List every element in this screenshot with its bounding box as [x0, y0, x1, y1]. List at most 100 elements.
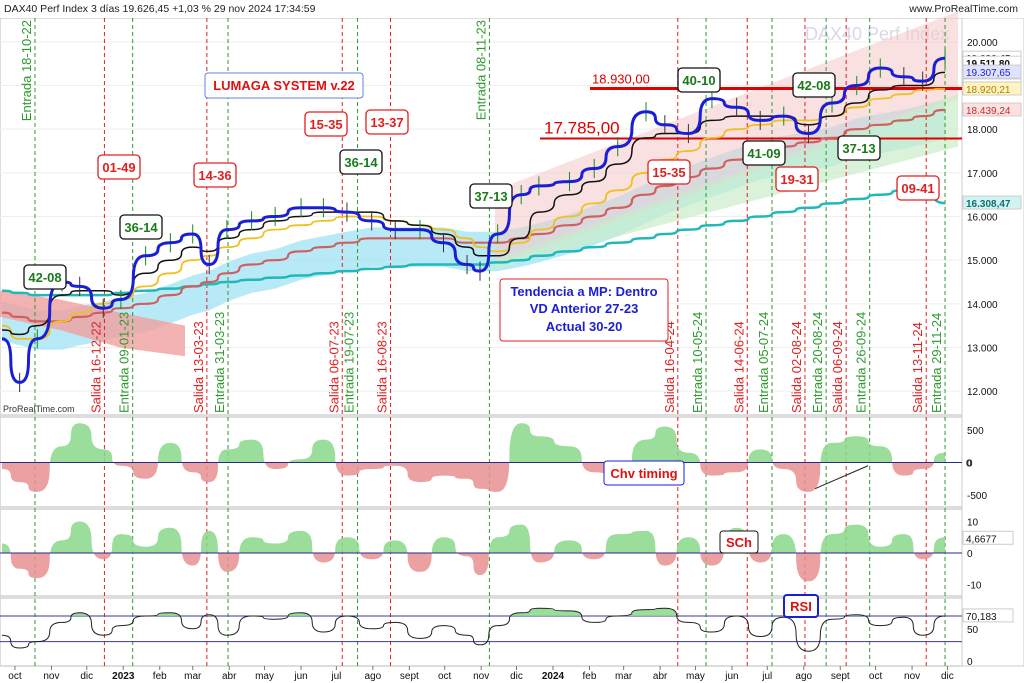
value-badge	[962, 102, 1022, 117]
x-tick-label: jul	[330, 671, 341, 682]
x-tick-label: feb	[583, 671, 597, 682]
score-box-label: 42-08	[28, 270, 61, 285]
score-box-label: 09-41	[901, 181, 934, 196]
x-tick-label: oct	[8, 671, 22, 682]
resistance-lines: 18.930,00 17.785,00	[540, 72, 962, 140]
value-badge-label: 19.307,65	[966, 68, 1011, 79]
trend-line-3: Actual 30-20	[546, 319, 623, 334]
score-box-label: 15-35	[652, 165, 685, 180]
score-box-label: 36-14	[344, 155, 378, 170]
score-box-entrada	[119, 214, 163, 240]
sch-positive	[2, 521, 946, 553]
score-box-label: 13-37	[370, 115, 403, 130]
price-tick-label: 20.000	[967, 38, 998, 49]
price-tick-label: 18.000	[967, 125, 998, 136]
score-box-salida	[365, 109, 409, 135]
signal-label: Salida 13-03-23	[191, 321, 206, 413]
signal-lines: Entrada 18-10-22 Salida 16-12-22 Entrada 0…	[19, 18, 946, 666]
score-box-label: 37-13	[842, 141, 875, 156]
osc-value-badge	[962, 530, 1014, 545]
x-tick-label: dic	[941, 671, 954, 682]
price-tick-label: 12.000	[967, 387, 998, 398]
system-title-box: LUMAGA SYSTEM v.22	[204, 72, 364, 99]
score-box-label: 36-14	[124, 220, 158, 235]
rsi-tick-label: 50	[967, 625, 979, 636]
value-badge	[962, 64, 1022, 79]
score-box-label: 15-35	[309, 117, 342, 132]
x-tick-label: oct	[869, 671, 883, 682]
signal-label: Salida 16-04-24	[662, 321, 677, 413]
resistance-label: 17.785,00	[544, 119, 620, 138]
signal-label: Salida 16-08-23	[375, 321, 390, 413]
sch-title: SCh	[726, 535, 752, 550]
x-tick-label: ago	[795, 671, 812, 682]
price-series	[1, 48, 946, 393]
price-tick-label: 16.000	[967, 213, 998, 224]
axes: 20.00019.00018.00017.00016.00015.00014.0…	[8, 38, 1022, 682]
x-tick-label: may	[255, 671, 274, 682]
score-box-label: 41-09	[747, 146, 780, 161]
score-box-entrada	[792, 72, 836, 98]
signal-label: Entrada 31-03-23	[212, 312, 227, 413]
header-bar	[0, 0, 1024, 18]
value-badge-label: 18.439,24	[966, 106, 1011, 117]
signal-label: Salida 02-08-24	[789, 321, 804, 413]
x-tick-label: nov	[904, 671, 920, 682]
signal-label: Salida 16-12-22	[88, 321, 103, 413]
chv-tick-label: 0	[967, 459, 973, 470]
osc-value-label: 0	[966, 459, 972, 470]
value-badge-label: 18.920,21	[966, 85, 1011, 96]
score-box-entrada	[742, 140, 786, 166]
sch-tick-label: 0	[967, 549, 973, 560]
chv-tick-label: 500	[967, 426, 984, 437]
x-tick-label: abr	[653, 671, 668, 682]
x-tick-label: dic	[80, 671, 93, 682]
signal-label: Salida 06-09-24	[830, 321, 845, 413]
score-box-salida	[97, 154, 141, 180]
x-tick-label: 2024	[542, 671, 565, 682]
score-box-label: 01-49	[102, 160, 135, 175]
sch-negative	[2, 553, 946, 582]
signal-label: Entrada 19-07-23	[342, 312, 357, 413]
score-box-entrada	[677, 67, 721, 93]
osc-value-label: 70,183	[966, 612, 997, 623]
chv-title: Chv timing	[610, 466, 677, 481]
signal-label: Entrada 29-11-24	[929, 313, 944, 413]
score-box-label: 40-10	[682, 73, 715, 88]
instrument-header: DAX40 Perf Index 3 días 19.626,45 +1,03 …	[4, 3, 316, 15]
chv-positive	[2, 423, 946, 463]
score-box-entrada	[339, 149, 383, 175]
sch-tick-label: 10	[967, 517, 979, 528]
price-line	[1, 56, 946, 384]
x-tick-label: jun	[293, 671, 307, 682]
value-badge-label: 16.308,47	[966, 199, 1011, 210]
score-boxes: 42-08 01-49 36-14 14-36 15-35 13-37 36-14 37-13…	[23, 67, 940, 290]
resistance-label: 18.930,00	[592, 72, 650, 87]
signal-label: Salida 14-06-24	[731, 321, 746, 413]
x-tick-label: ago	[365, 671, 382, 682]
trend-line-1: Tendencia a MP: Dentro	[510, 284, 657, 299]
score-box-label: 42-08	[797, 78, 830, 93]
score-box-entrada	[23, 264, 67, 290]
value-badge	[962, 195, 1022, 210]
price-tick-label: 13.000	[967, 344, 998, 355]
sch-tick-label: -10	[967, 581, 982, 592]
rsi-title-box: RSI	[783, 594, 819, 618]
score-box-entrada	[469, 183, 513, 209]
rsi-tick-label: 0	[967, 657, 973, 668]
x-tick-label: sept	[831, 671, 850, 682]
signal-label: Entrada 09-01-23	[117, 312, 132, 413]
trend-box: Tendencia a MP: Dentro VD Anterior 27-23…	[499, 278, 669, 342]
value-badge	[962, 81, 1022, 96]
source-label: www.ProRealTime.com	[908, 3, 1018, 15]
signal-label: Entrada 20-08-24	[810, 312, 825, 413]
signal-label: Entrada 10-05-24	[690, 312, 705, 413]
score-box-label: 14-36	[198, 168, 231, 183]
system-title: LUMAGA SYSTEM v.22	[213, 78, 355, 93]
chv-tick-label: -500	[967, 491, 987, 502]
chv-title-box: Chv timing	[603, 460, 685, 486]
score-box-salida	[304, 111, 348, 137]
signal-label: Entrada 05-07-24	[756, 312, 771, 413]
score-box-entrada	[837, 135, 881, 161]
x-tick-label: jul	[761, 671, 772, 682]
